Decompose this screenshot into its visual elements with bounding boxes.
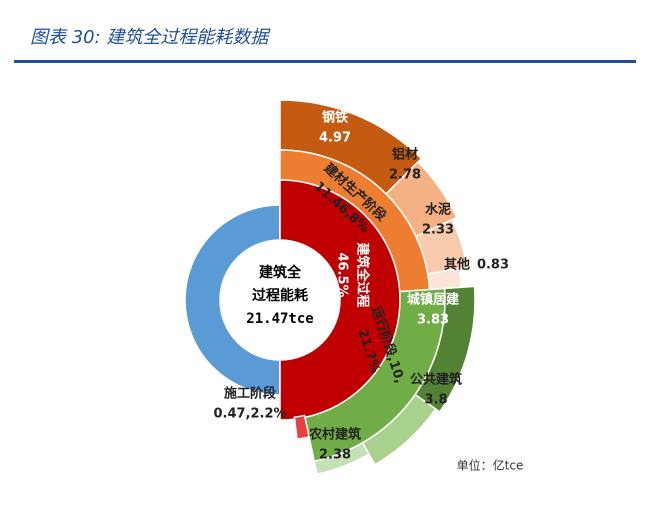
segment-label: 水泥 2.33: [422, 202, 454, 238]
segment-label: 钢铁 4.97: [319, 110, 351, 146]
segment-name: 公共建筑: [410, 372, 462, 388]
title-rule: [14, 60, 636, 63]
segment-value: 0.83: [477, 258, 509, 273]
segment-value: 2.33: [422, 223, 454, 238]
segment-label: 其他 0.83: [444, 257, 509, 273]
segment-name: 建筑全过程: [355, 242, 371, 307]
segment-label: 公共建筑 3.8: [410, 372, 462, 408]
segment-label: 农村建筑 2.38: [308, 427, 361, 463]
segment-name: 钢铁: [322, 110, 348, 126]
segment-name: 铝材: [392, 147, 418, 163]
sunburst: [184, 99, 476, 475]
center-total: 21.47tce: [246, 311, 313, 327]
segment-label: 建筑全过程 46.5%: [335, 242, 371, 307]
segment-value: 4.97: [319, 131, 351, 146]
segment-label: 铝材 2.78: [389, 147, 421, 183]
segment-value: 3.83: [417, 313, 449, 328]
segment-value: 2.78: [389, 168, 421, 183]
segment-value: 0.47,2.2%: [213, 407, 286, 422]
segment-name: 水泥: [425, 202, 451, 218]
segment-value: 3.8: [424, 393, 447, 408]
segment-name: 施工阶段: [224, 386, 276, 402]
unit: 单位：亿tce: [457, 458, 524, 473]
segment-label: 城镇居建 3.83: [407, 292, 459, 328]
segment-label: 施工阶段 0.47,2.2%: [213, 386, 286, 422]
title: 图表 30: 建筑全过程能耗数据: [30, 27, 271, 48]
center-line: 建筑全: [259, 264, 302, 281]
segment-value: 46.5%: [335, 252, 350, 297]
center-line: 过程能耗: [252, 287, 308, 304]
segment-name: 城镇居建: [407, 292, 459, 308]
center-disc: [220, 240, 340, 360]
segment: [313, 441, 371, 475]
segment-name: 农村建筑: [308, 427, 361, 443]
segment-value: 2.38: [319, 448, 351, 463]
segment: [293, 414, 310, 440]
segment-name: 其他: [444, 257, 470, 273]
